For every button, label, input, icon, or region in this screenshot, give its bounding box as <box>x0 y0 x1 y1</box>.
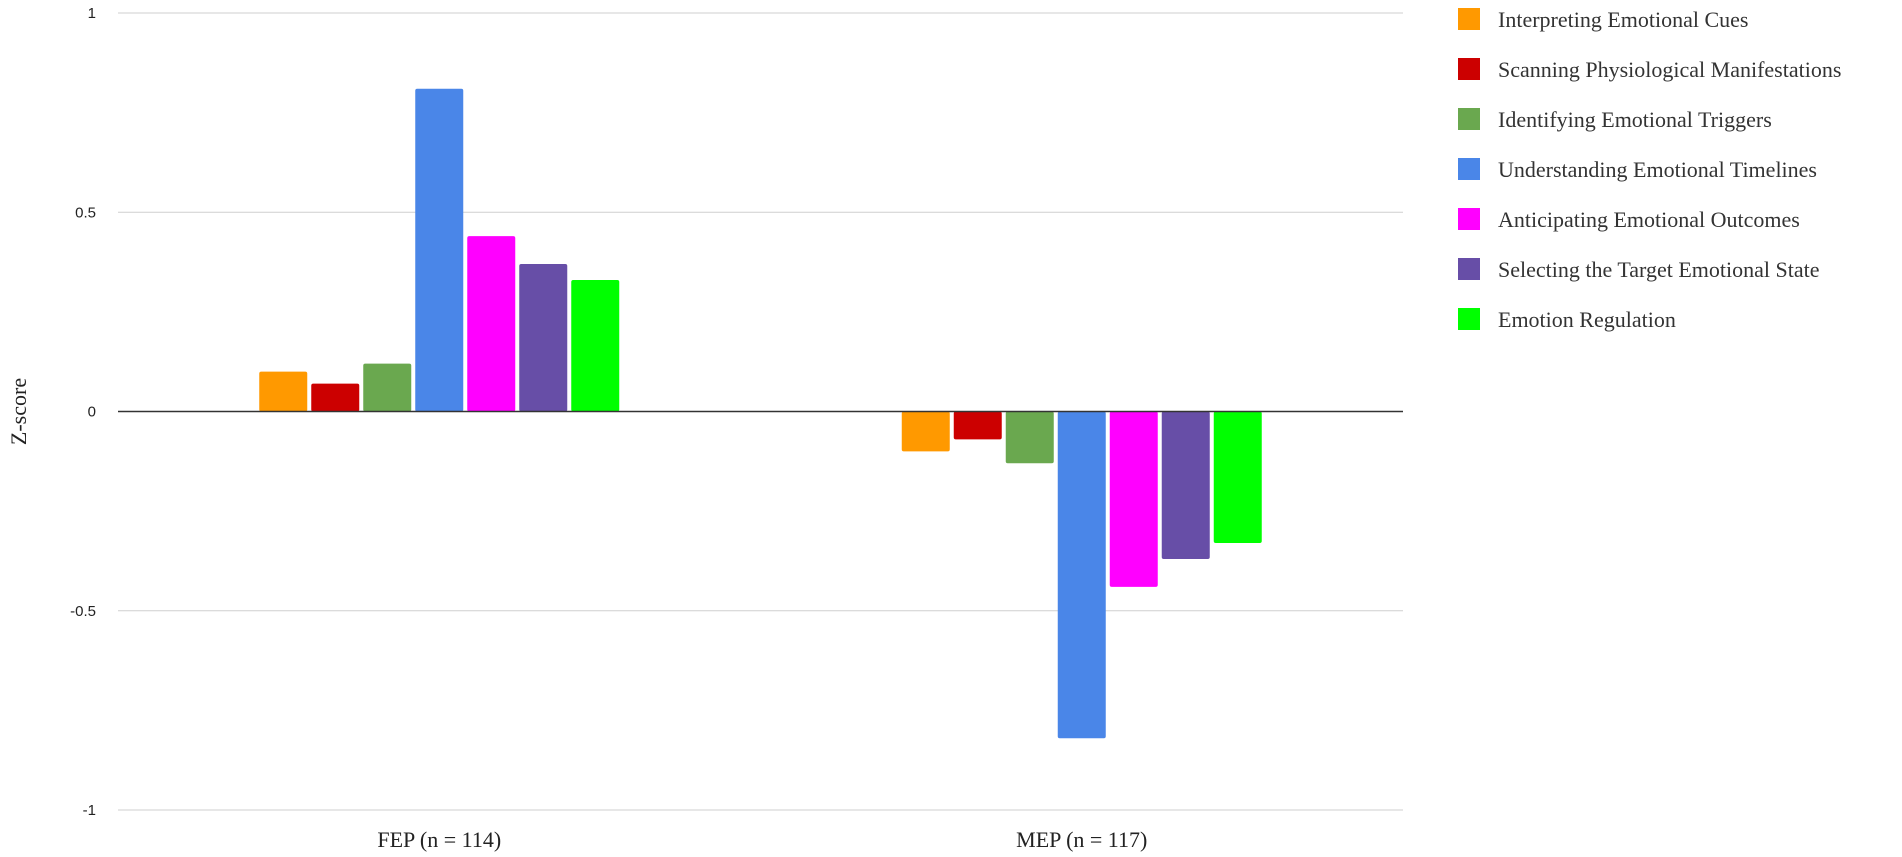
legend-item: Scanning Physiological Manifestations <box>1458 57 1841 82</box>
legend-swatch <box>1458 308 1480 330</box>
legend-item: Understanding Emotional Timelines <box>1458 157 1817 182</box>
legend-item: Emotion Regulation <box>1458 307 1676 332</box>
bar <box>467 236 516 412</box>
category-label: FEP (n = 114) <box>377 827 501 852</box>
legend-label: Anticipating Emotional Outcomes <box>1498 207 1800 232</box>
bar <box>901 411 950 452</box>
bar <box>363 363 412 412</box>
legend-item: Interpreting Emotional Cues <box>1458 7 1749 32</box>
bar <box>311 383 360 412</box>
legend-label: Emotion Regulation <box>1498 307 1676 332</box>
bar <box>1161 411 1210 559</box>
legend-swatch <box>1458 58 1480 80</box>
y-tick-label: 0 <box>88 404 96 421</box>
y-tick-label: 0.5 <box>75 204 96 221</box>
category-label: MEP (n = 117) <box>1016 827 1147 852</box>
legend-label: Identifying Emotional Triggers <box>1498 107 1772 132</box>
gridlines <box>118 12 1403 811</box>
bar <box>259 371 308 412</box>
bar <box>953 411 1002 440</box>
legend-swatch <box>1458 158 1480 180</box>
y-tick-label: -1 <box>83 802 96 819</box>
bar <box>1109 411 1158 587</box>
y-tick-label: 1 <box>88 5 96 22</box>
legend-label: Interpreting Emotional Cues <box>1498 7 1749 32</box>
bar <box>1057 411 1106 739</box>
legend-item: Anticipating Emotional Outcomes <box>1458 207 1800 232</box>
category-labels: FEP (n = 114) MEP (n = 117) <box>377 827 1147 852</box>
legend-swatch <box>1458 108 1480 130</box>
legend-item: Identifying Emotional Triggers <box>1458 107 1772 132</box>
legend-swatch <box>1458 8 1480 30</box>
y-axis-ticks: 1 0.5 0 -0.5 -1 <box>70 5 96 819</box>
bars <box>259 88 1262 739</box>
legend-label: Selecting the Target Emotional State <box>1498 257 1819 282</box>
legend-swatch <box>1458 208 1480 230</box>
legend-swatch <box>1458 258 1480 280</box>
legend: Interpreting Emotional Cues Scanning Phys… <box>1458 7 1841 332</box>
bar <box>415 88 464 412</box>
bar <box>571 279 620 412</box>
legend-item: Selecting the Target Emotional State <box>1458 257 1819 282</box>
bar <box>519 264 568 412</box>
bar <box>1005 411 1054 464</box>
legend-label: Scanning Physiological Manifestations <box>1498 57 1841 82</box>
legend-label: Understanding Emotional Timelines <box>1498 157 1817 182</box>
y-axis-title: Z-score <box>6 378 31 445</box>
bar <box>1213 411 1262 544</box>
y-tick-label: -0.5 <box>70 603 96 620</box>
